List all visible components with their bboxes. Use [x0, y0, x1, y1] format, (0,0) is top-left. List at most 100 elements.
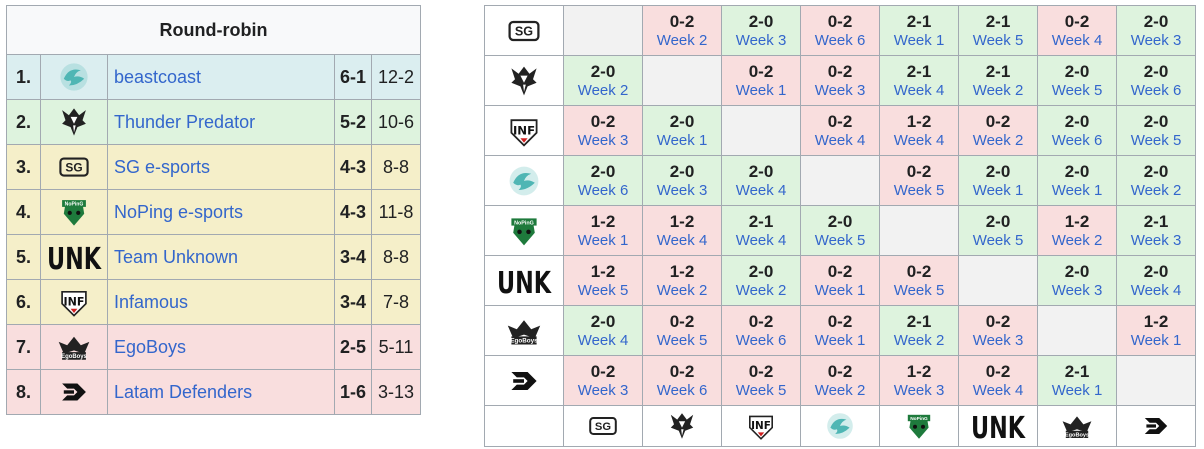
noping-logo[interactable]: NoPinG	[484, 205, 564, 256]
match-week-link[interactable]: Week 4	[577, 331, 629, 349]
match-week-link[interactable]: Week 5	[656, 331, 708, 349]
latam-defenders-logo[interactable]	[1116, 405, 1196, 447]
match-week-link[interactable]: Week 5	[972, 31, 1024, 49]
match-week-link[interactable]: Week 4	[972, 381, 1024, 399]
team-name-link[interactable]: Latam Defenders	[107, 369, 335, 415]
match-week-link[interactable]: Week 3	[577, 131, 629, 149]
match-week-link[interactable]: Week 6	[814, 31, 866, 49]
match-week-link[interactable]: Week 3	[1130, 231, 1182, 249]
match-week-link[interactable]: Week 3	[1130, 31, 1182, 49]
match-week-link[interactable]: Week 2	[814, 381, 866, 399]
match-week-link[interactable]: Week 1	[577, 231, 629, 249]
match-week-link[interactable]: Week 2	[577, 81, 629, 99]
match-week-link[interactable]: Week 3	[656, 181, 708, 199]
rank: 6.	[6, 279, 41, 325]
match-week-link[interactable]: Week 2	[893, 331, 945, 349]
match-week-link[interactable]: Week 4	[735, 231, 787, 249]
match-week-link[interactable]: Week 2	[656, 31, 708, 49]
sg-esports-logo[interactable]: SG	[563, 405, 643, 447]
match-week-link[interactable]: Week 5	[972, 231, 1024, 249]
match-week-link[interactable]: Week 5	[1051, 81, 1103, 99]
match-week-link[interactable]: Week 4	[893, 131, 945, 149]
standings-title: Round-robin	[6, 5, 421, 55]
match-week-link[interactable]: Week 3	[577, 381, 629, 399]
svg-text:NoPinG: NoPinG	[65, 202, 84, 208]
match-week-link[interactable]: Week 3	[735, 31, 787, 49]
match-score: 0-2	[985, 361, 1011, 381]
match-week-link[interactable]: Week 1	[972, 181, 1024, 199]
egoboys-logo[interactable]: EgoBoys	[40, 324, 108, 370]
infamous-logo[interactable]: INF	[40, 279, 108, 325]
team-name-link[interactable]: Infamous	[107, 279, 335, 325]
beastcoast-logo[interactable]	[40, 54, 108, 100]
match-week-link[interactable]: Week 1	[1051, 181, 1103, 199]
match-week-link[interactable]: Week 1	[656, 131, 708, 149]
match-week-link[interactable]: Week 1	[814, 281, 866, 299]
svg-text:SG: SG	[515, 24, 533, 38]
match-week-link[interactable]: Week 3	[893, 381, 945, 399]
sg-esports-logo[interactable]: SG	[484, 5, 564, 56]
latam-defenders-logo[interactable]	[484, 355, 564, 406]
team-name-link[interactable]: Thunder Predator	[107, 99, 335, 145]
match-score: 2-1	[1143, 211, 1169, 231]
latam-defenders-logo[interactable]	[40, 369, 108, 415]
egoboys-logo[interactable]: EgoBoys	[1037, 405, 1117, 447]
match-week-link[interactable]: Week 1	[1051, 381, 1103, 399]
beastcoast-logo[interactable]	[484, 155, 564, 206]
match-week-link[interactable]: Week 2	[1051, 231, 1103, 249]
match-week-link[interactable]: Week 2	[735, 281, 787, 299]
match-week-link[interactable]: Week 4	[893, 81, 945, 99]
match-week-link[interactable]: Week 3	[972, 331, 1024, 349]
match-week-link[interactable]: Week 6	[1051, 131, 1103, 149]
match-week-link[interactable]: Week 1	[814, 331, 866, 349]
team-name-link[interactable]: EgoBoys	[107, 324, 335, 370]
match-week-link[interactable]: Week 5	[577, 281, 629, 299]
match-week-link[interactable]: Week 4	[735, 181, 787, 199]
thunder-predator-logo[interactable]	[484, 55, 564, 106]
infamous-logo[interactable]: INF	[484, 105, 564, 156]
team-unknown-logo[interactable]: UNK	[958, 405, 1038, 447]
team-unknown-logo[interactable]: UNK	[484, 255, 564, 306]
team-name-link[interactable]: NoPing e-sports	[107, 189, 335, 235]
match-week-link[interactable]: Week 1	[893, 31, 945, 49]
match-week-link[interactable]: Week 6	[735, 331, 787, 349]
egoboys-logo[interactable]: EgoBoys	[484, 305, 564, 356]
thunder-predator-logo[interactable]	[40, 99, 108, 145]
match-week-link[interactable]: Week 5	[893, 181, 945, 199]
match-week-link[interactable]: Week 6	[577, 181, 629, 199]
match-score: 2-0	[1143, 61, 1169, 81]
sg-esports-logo[interactable]: SG	[40, 144, 108, 190]
match-week-link[interactable]: Week 1	[735, 81, 787, 99]
match-week-link[interactable]: Week 2	[656, 281, 708, 299]
match-week-link[interactable]: Week 5	[1130, 131, 1182, 149]
match-week-link[interactable]: Week 3	[814, 81, 866, 99]
match-week-link[interactable]: Week 5	[735, 381, 787, 399]
match-week-link[interactable]: Week 2	[972, 81, 1024, 99]
cross-row: INF 0-2 Week 3 2-0 Week 1 0-2 Week 4 1-2…	[484, 105, 1196, 156]
match-week-link[interactable]: Week 6	[1130, 81, 1182, 99]
match-score: 0-2	[827, 61, 853, 81]
beastcoast-logo[interactable]	[800, 405, 880, 447]
match-week-link[interactable]: Week 4	[1051, 31, 1103, 49]
match-week-link[interactable]: Week 5	[814, 231, 866, 249]
match-result-cell: 2-0 Week 2	[563, 55, 643, 106]
match-week-link[interactable]: Week 4	[814, 131, 866, 149]
match-week-link[interactable]: Week 4	[1130, 281, 1182, 299]
team-name-link[interactable]: beastcoast	[107, 54, 335, 100]
match-week-link[interactable]: Week 2	[972, 131, 1024, 149]
team-name-link[interactable]: SG e-sports	[107, 144, 335, 190]
team-unknown-logo[interactable]: UNK	[40, 234, 108, 280]
match-score: 2-0	[669, 161, 695, 181]
match-week-link[interactable]: Week 6	[656, 381, 708, 399]
thunder-predator-logo[interactable]	[642, 405, 722, 447]
match-week-link[interactable]: Week 4	[656, 231, 708, 249]
match-week-link[interactable]: Week 1	[1130, 331, 1182, 349]
infamous-logo[interactable]: INF	[721, 405, 801, 447]
match-week-link[interactable]: Week 3	[1051, 281, 1103, 299]
corner-cell	[484, 405, 564, 447]
match-week-link[interactable]: Week 5	[893, 281, 945, 299]
noping-logo[interactable]: NoPinG	[879, 405, 959, 447]
noping-logo[interactable]: NoPinG	[40, 189, 108, 235]
team-name-link[interactable]: Team Unknown	[107, 234, 335, 280]
match-week-link[interactable]: Week 2	[1130, 181, 1182, 199]
